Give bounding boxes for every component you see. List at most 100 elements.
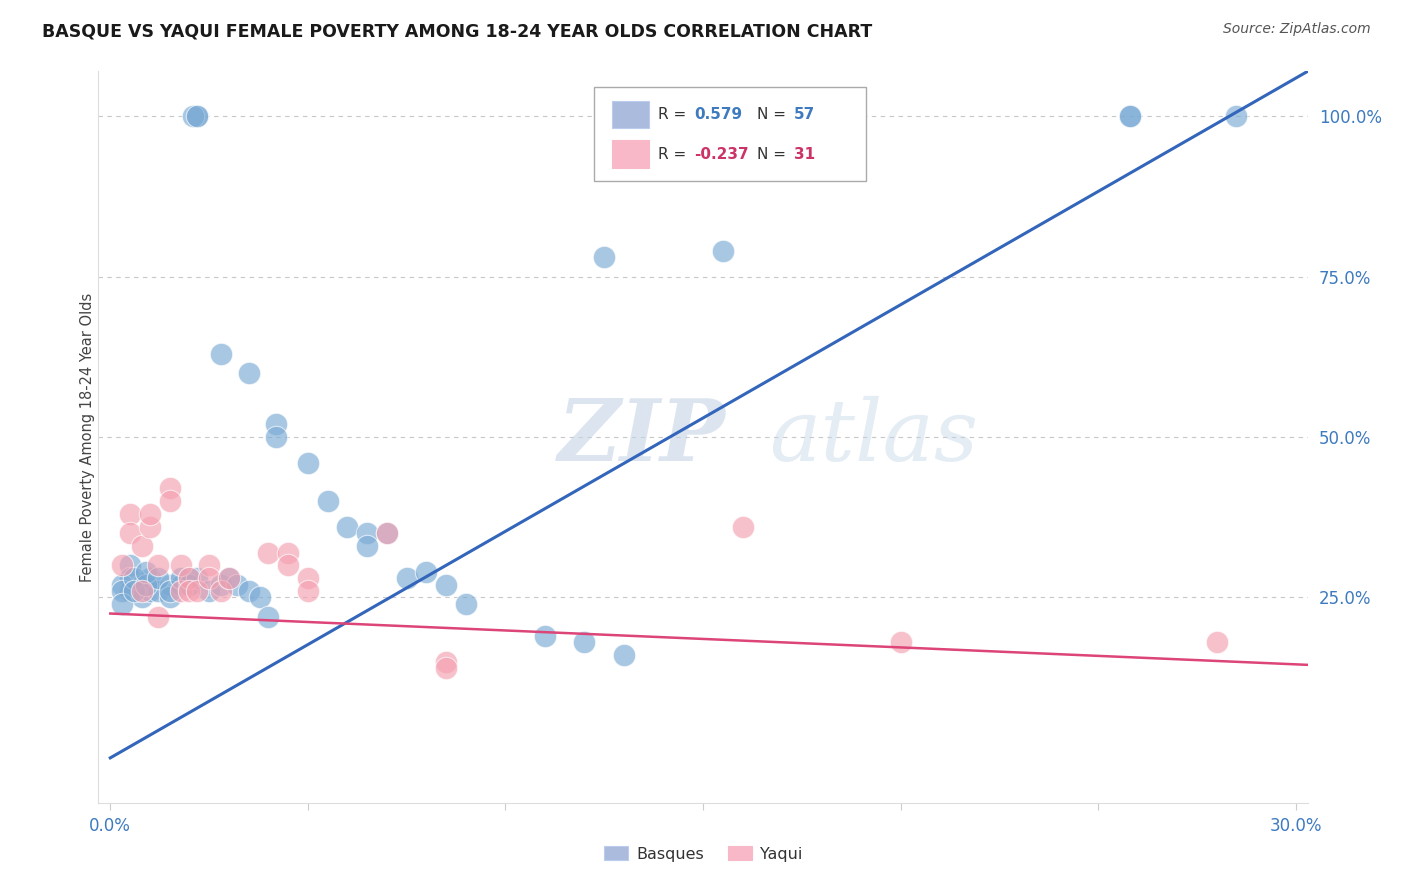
Point (264, 417, 287, 432)
Point (1119, 109, 1142, 123)
Point (159, 591, 181, 605)
Point (454, 597, 477, 611)
Point (593, 251, 616, 265)
Text: N =: N = (758, 107, 792, 122)
Point (395, 571, 418, 585)
Point (356, 539, 378, 553)
Point (179, 571, 201, 585)
Point (264, 430, 287, 444)
Text: 31: 31 (793, 146, 815, 161)
Point (186, 109, 208, 123)
Point (711, 244, 734, 258)
Point (131, 584, 153, 599)
Point (179, 571, 201, 585)
Y-axis label: Female Poverty Among 18-24 Year Olds: Female Poverty Among 18-24 Year Olds (80, 293, 94, 582)
Point (146, 558, 169, 573)
Point (122, 571, 145, 585)
Point (118, 584, 141, 599)
Legend: Basques, Yaqui: Basques, Yaqui (598, 840, 808, 868)
Point (139, 507, 162, 521)
Point (534, 629, 557, 643)
Point (122, 584, 145, 599)
Point (146, 584, 169, 599)
Point (297, 584, 319, 599)
Point (131, 591, 153, 605)
Point (198, 571, 221, 585)
Point (139, 571, 162, 585)
Point (159, 577, 181, 591)
Text: ZIP: ZIP (558, 395, 725, 479)
Point (890, 635, 912, 649)
FancyBboxPatch shape (595, 87, 866, 181)
Point (316, 494, 339, 508)
Point (111, 597, 134, 611)
Point (159, 482, 181, 496)
Point (297, 456, 319, 470)
Point (297, 571, 319, 585)
Point (118, 507, 141, 521)
Point (146, 571, 169, 585)
Point (336, 520, 359, 534)
Point (249, 591, 271, 605)
Text: atlas: atlas (769, 396, 979, 478)
Point (1119, 109, 1142, 123)
Point (257, 545, 280, 559)
Point (225, 577, 247, 591)
Point (434, 661, 457, 675)
Point (135, 577, 157, 591)
Point (135, 565, 157, 579)
Point (139, 520, 162, 534)
Point (181, 109, 204, 123)
Point (731, 520, 754, 534)
Point (356, 526, 378, 541)
Point (434, 655, 457, 669)
Text: 0.579: 0.579 (695, 107, 742, 122)
Point (170, 571, 193, 585)
Point (186, 584, 208, 599)
Point (613, 648, 636, 663)
Text: Source: ZipAtlas.com: Source: ZipAtlas.com (1223, 22, 1371, 37)
Point (209, 584, 232, 599)
Point (111, 558, 134, 573)
Point (277, 558, 299, 573)
Point (434, 577, 457, 591)
Point (159, 584, 181, 599)
Point (1225, 109, 1247, 123)
Point (186, 109, 208, 123)
Point (209, 577, 232, 591)
Point (170, 584, 193, 599)
Point (118, 526, 141, 541)
Point (179, 577, 201, 591)
Point (415, 565, 437, 579)
Point (218, 571, 240, 585)
Text: -0.237: -0.237 (695, 146, 749, 161)
Point (1205, 635, 1227, 649)
Point (574, 635, 596, 649)
Point (238, 366, 260, 380)
Text: R =: R = (658, 107, 692, 122)
Text: BASQUE VS YAQUI FEMALE POVERTY AMONG 18-24 YEAR OLDS CORRELATION CHART: BASQUE VS YAQUI FEMALE POVERTY AMONG 18-… (42, 22, 873, 40)
Point (257, 609, 280, 624)
Point (179, 584, 201, 599)
Point (170, 577, 193, 591)
Point (131, 539, 153, 553)
Point (111, 584, 134, 599)
Text: N =: N = (758, 146, 792, 161)
Bar (613, 140, 648, 168)
Point (139, 584, 162, 599)
Point (277, 545, 299, 559)
Point (146, 609, 169, 624)
Point (159, 494, 181, 508)
Point (198, 558, 221, 573)
Point (209, 346, 232, 360)
Point (170, 558, 193, 573)
Bar (613, 101, 648, 128)
Point (118, 558, 141, 573)
Point (131, 577, 153, 591)
Point (218, 571, 240, 585)
Point (375, 526, 398, 541)
Point (238, 584, 260, 599)
Point (198, 584, 221, 599)
Point (179, 577, 201, 591)
Point (375, 526, 398, 541)
